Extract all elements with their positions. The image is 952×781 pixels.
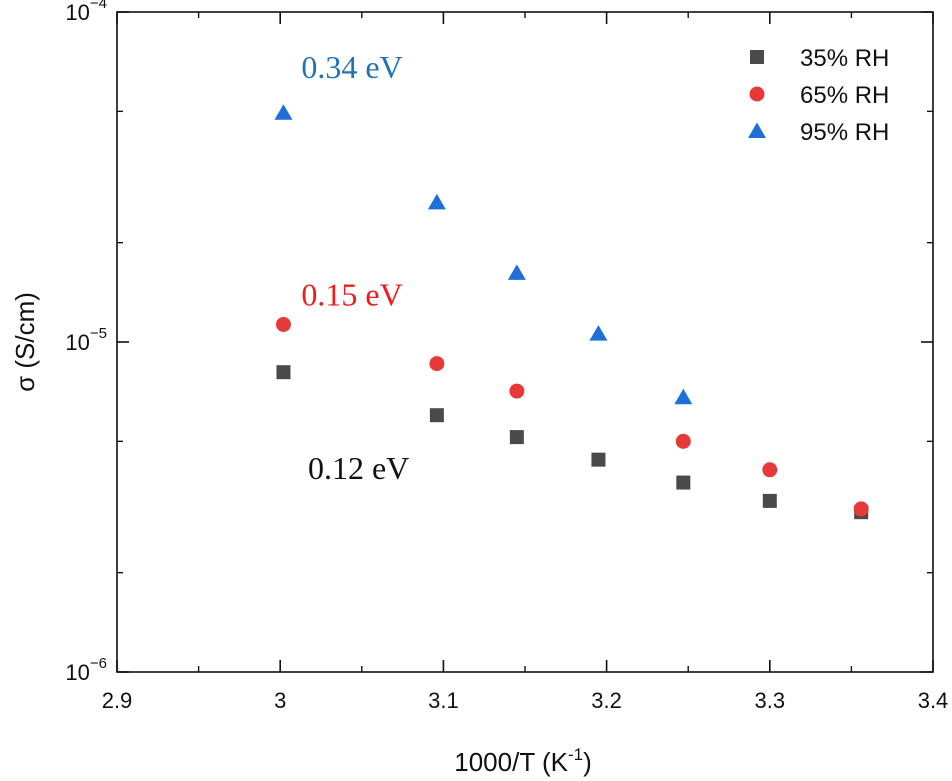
data-point-square [591, 452, 606, 467]
data-point-square [276, 365, 291, 380]
y-axis-title: σ (S/cm) [10, 292, 40, 392]
data-point-circle [275, 316, 291, 332]
data-point-triangle [589, 325, 608, 341]
data-point-circle [853, 501, 869, 517]
legend-label: 65% RH [800, 82, 889, 109]
y-tick-label: 10−6 [65, 655, 107, 685]
x-tick-label: 3.3 [755, 688, 786, 713]
data-point-square [762, 493, 777, 508]
plot-frame [116, 11, 934, 673]
data-point-triangle [507, 264, 526, 280]
y-tick-label: 10−4 [65, 0, 107, 25]
legend-label: 95% RH [800, 119, 889, 146]
annotation-label: 0.12 eV [308, 450, 409, 486]
data-point-circle [675, 433, 691, 449]
data-point-triangle [674, 388, 693, 405]
x-tick-label: 2.9 [102, 688, 133, 713]
annotation-label: 0.15 eV [301, 277, 402, 313]
x-axis-title: 1000/T (K-1) [454, 745, 592, 777]
data-point-circle [509, 383, 525, 399]
data-point-circle [429, 356, 445, 372]
plot-border [116, 11, 934, 673]
y-axis: 10−6 10−5 10−4 [65, 0, 933, 685]
x-tick-label: 3 [274, 688, 286, 713]
legend-marker [748, 122, 766, 138]
data-point-triangle [274, 104, 293, 120]
data-points [274, 104, 869, 520]
legend-marker [750, 50, 764, 64]
data-point-square [676, 475, 691, 490]
legend-marker [749, 86, 765, 102]
y-tick-label: 10−5 [65, 325, 107, 355]
annotations: 0.34 eV 0.15 eV 0.12 eV [301, 49, 409, 486]
x-tick-label: 3.1 [428, 688, 459, 713]
data-point-triangle [427, 193, 446, 210]
x-tick-label: 3.2 [591, 688, 622, 713]
data-point-square [509, 430, 524, 445]
data-point-circle [762, 462, 778, 478]
annotation-label: 0.34 eV [301, 49, 402, 85]
legend: 35% RH 65% RH 95% RH [748, 45, 889, 146]
x-tick-label: 3.4 [918, 688, 949, 713]
x-axis: 2.9 3 3.1 3.2 3.3 3.4 [102, 12, 949, 713]
data-point-square [429, 408, 444, 423]
legend-label: 35% RH [800, 45, 889, 72]
